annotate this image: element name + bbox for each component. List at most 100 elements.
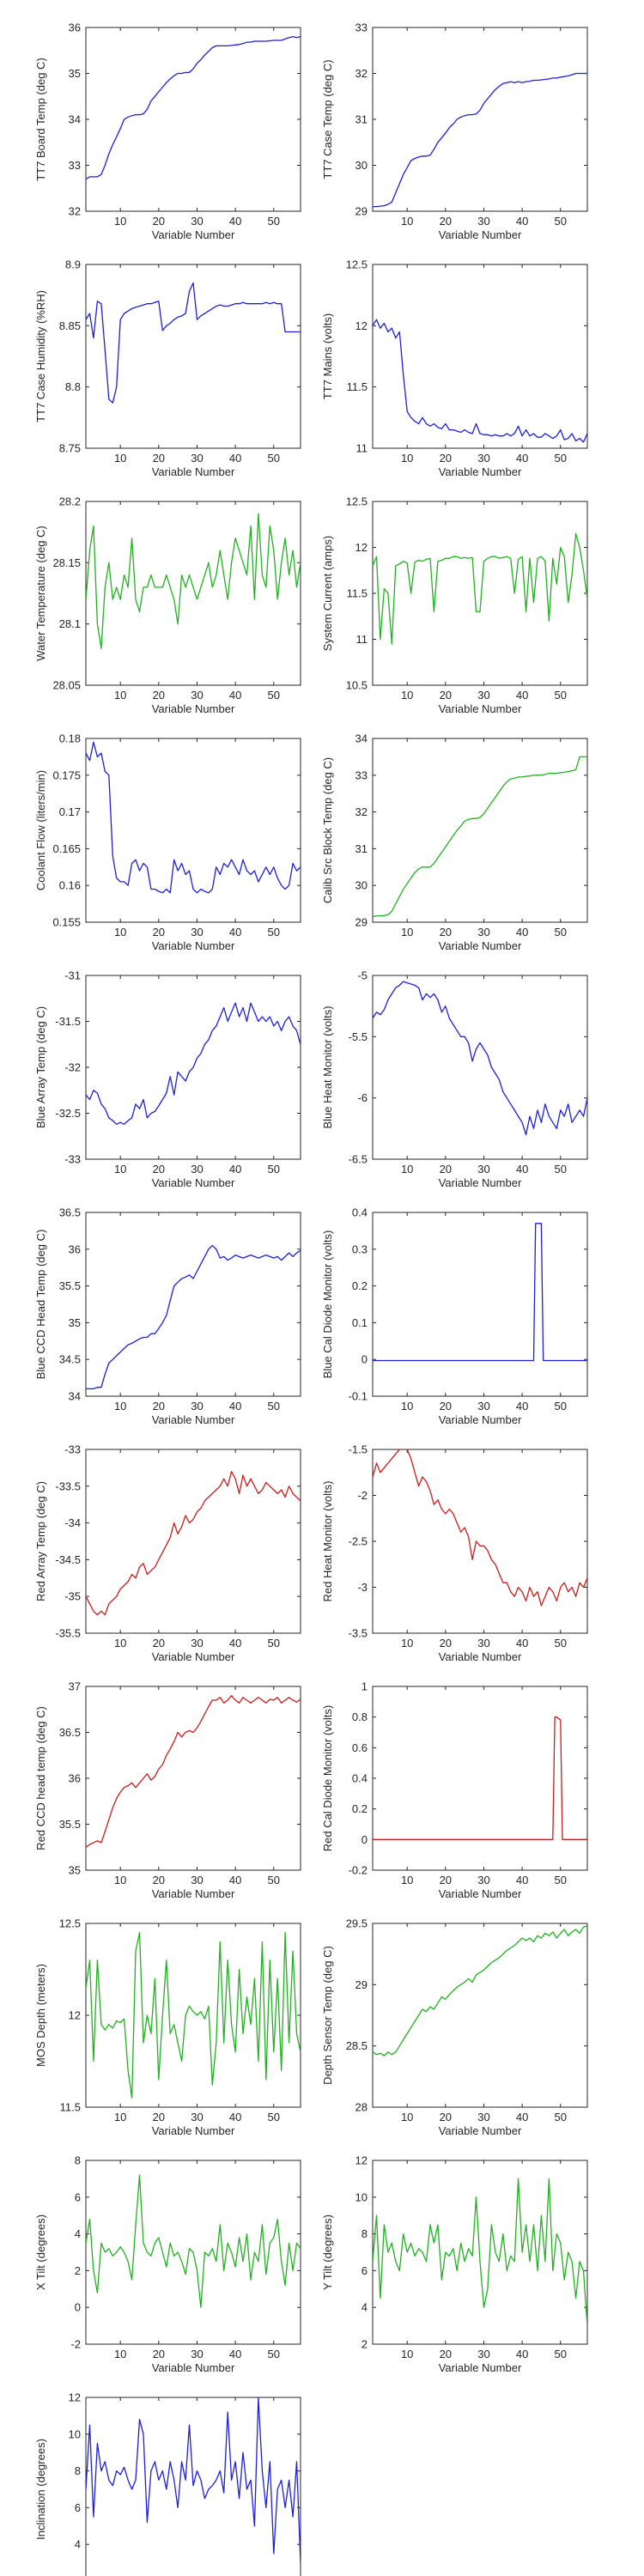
series-line [86, 1244, 301, 1390]
x-tick-label: 20 [153, 1874, 165, 1886]
x-tick-label: 30 [191, 926, 203, 939]
y-tick-label: -0.1 [349, 1390, 368, 1403]
x-tick-label: 40 [229, 1400, 241, 1413]
x-axis-label: Variable Number [152, 2124, 235, 2137]
y-tick-label: -33 [64, 1153, 81, 1166]
y-tick-label: 34.5 [59, 1353, 81, 1366]
x-axis-label: Variable Number [152, 1413, 235, 1426]
x-tick-label: 30 [191, 2348, 203, 2360]
y-axis-label: Blue Cal Diode Monitor (volts) [321, 1230, 334, 1379]
y-tick-label: 0 [361, 1353, 368, 1366]
y-tick-label: 34 [69, 1390, 81, 1403]
x-tick-label: 50 [555, 215, 567, 228]
x-tick-label: 40 [516, 1400, 528, 1413]
x-tick-label: 10 [401, 1637, 413, 1649]
y-axis-label: Red CCD head temp (deg C) [34, 1706, 47, 1850]
chart-14: 10 20 30 40 50 -3.5 -3 -2.5 -2 -1.5 Variable Numbe… [321, 1443, 588, 1663]
x-tick-label: 50 [268, 926, 280, 939]
y-axis-label: Y Tilt (degrees) [321, 2215, 334, 2290]
x-tick-label: 20 [440, 215, 452, 228]
y-axis-label: Water Temperature (deg C) [34, 526, 47, 661]
y-tick-label: 2 [75, 2575, 81, 2576]
y-tick-label: 31 [355, 842, 368, 855]
plot-frame [85, 1686, 301, 1871]
series-line [373, 981, 587, 1136]
plot-frame [372, 501, 588, 686]
chart-8: 10 20 30 40 50 29 30 31 32 33 34 Variable Number Cal… [321, 732, 588, 952]
series-line [86, 1695, 301, 1848]
chart-15: 10 20 30 40 50 35 35.5 36 36.5 37 Variable Number R… [34, 1680, 301, 1900]
x-tick-label: 10 [401, 2348, 413, 2360]
y-axis-label: TT7 Case Temp (deg C) [321, 59, 334, 179]
y-tick-label: 8.8 [65, 380, 81, 393]
x-axis-label: Variable Number [439, 939, 522, 952]
series-line [373, 532, 587, 645]
y-tick-label: 11.5 [347, 587, 368, 600]
y-axis-label: Coolant Flow (liters/min) [34, 770, 47, 890]
y-tick-label: 8 [75, 2464, 81, 2477]
chart-13: 10 20 30 40 50 -35.5 -35 -34.5 -34 -33.5 -33 Variab… [34, 1443, 301, 1663]
x-axis-label: Variable Number [152, 702, 235, 715]
y-tick-label: 12.5 [346, 495, 368, 508]
y-tick-label: 29.5 [346, 1917, 368, 1930]
plot-frame [372, 27, 588, 212]
series-line [86, 2397, 301, 2563]
y-tick-label: 31 [355, 113, 368, 126]
y-tick-label: 33 [355, 21, 368, 34]
x-tick-label: 50 [555, 2111, 567, 2123]
x-tick-label: 10 [401, 2111, 413, 2123]
y-tick-label: -32 [64, 1061, 81, 1074]
y-tick-label: -5 [357, 969, 368, 982]
plot-frame [85, 1212, 301, 1397]
plot-frame [372, 1212, 588, 1397]
x-tick-label: 20 [440, 1874, 452, 1886]
y-tick-label: 29 [355, 1978, 368, 1991]
plot-frame [372, 738, 588, 923]
chart-20: 10 20 30 40 50 2 4 6 8 10 12 Variable Number Y Tilt … [321, 2154, 588, 2374]
x-tick-label: 20 [153, 1637, 165, 1649]
series-line [373, 72, 587, 208]
x-tick-label: 20 [440, 1163, 452, 1176]
x-tick-label: 10 [401, 1163, 413, 1176]
y-axis-label: Red Heat Monitor (volts) [321, 1481, 334, 1602]
x-tick-label: 20 [153, 2111, 165, 2123]
chart-7: 10 20 30 40 50 0.155 0.16 0.165 0.17 0.175 0.18 Var… [34, 732, 301, 952]
plot-frame [85, 738, 301, 923]
y-tick-label: 0.4 [352, 1772, 368, 1785]
y-tick-label: 0.2 [352, 1802, 368, 1815]
chart-16: 10 20 30 40 50 -0.2 0 0.2 0.4 0.6 0.8 1 Variable Num… [321, 1680, 588, 1900]
y-tick-label: 8.75 [59, 442, 81, 455]
y-tick-label: -31.5 [55, 1015, 81, 1028]
x-tick-label: 40 [229, 2348, 241, 2360]
x-axis-label: Variable Number [439, 228, 522, 241]
chart-2: 10 20 30 40 50 29 30 31 32 33 Variable Number TT7 C… [321, 21, 588, 241]
x-tick-label: 30 [191, 452, 203, 465]
y-tick-label: 28 [355, 2101, 368, 2114]
y-axis-label: Calib Src Block Temp (deg C) [321, 757, 334, 903]
y-tick-label: -6 [357, 1091, 368, 1104]
x-tick-label: 50 [268, 689, 280, 702]
y-tick-label: 34 [69, 113, 81, 126]
x-tick-label: 30 [477, 1637, 489, 1649]
x-tick-label: 20 [153, 452, 165, 465]
y-tick-label: 0.165 [52, 842, 81, 855]
series-line [373, 2178, 587, 2326]
x-tick-label: 30 [477, 452, 489, 465]
x-tick-label: 10 [401, 689, 413, 702]
plot-frame [372, 1686, 588, 1871]
y-tick-label: 0.3 [352, 1242, 368, 1255]
x-tick-label: 10 [401, 926, 413, 939]
x-tick-label: 30 [191, 1163, 203, 1176]
y-tick-label: 8.85 [59, 319, 81, 332]
y-tick-label: 0 [361, 1833, 368, 1846]
x-axis-label: Variable Number [439, 465, 522, 478]
y-tick-label: 11 [356, 633, 368, 646]
x-tick-label: 30 [191, 689, 203, 702]
y-tick-label: 0 [75, 2301, 81, 2314]
y-tick-label: 12.5 [59, 1917, 81, 1930]
series-line [373, 1223, 587, 1362]
y-tick-label: 11.5 [347, 380, 368, 393]
y-tick-label: -1.5 [349, 1443, 368, 1456]
y-tick-label: -0.2 [349, 1864, 368, 1877]
y-tick-label: 12 [355, 319, 368, 332]
